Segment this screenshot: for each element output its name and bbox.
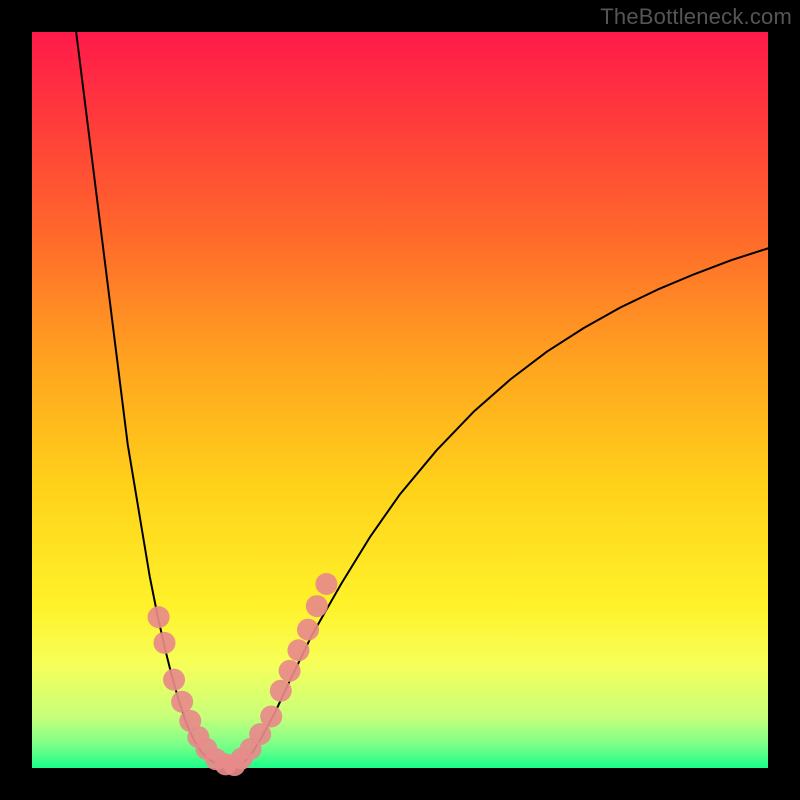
- marker-dot: [171, 691, 193, 713]
- marker-dot: [270, 680, 292, 702]
- marker-dot: [315, 573, 337, 595]
- curve-path: [76, 32, 231, 768]
- marker-dot: [163, 669, 185, 691]
- marker-dot: [297, 619, 319, 641]
- marker-dot: [148, 606, 170, 628]
- plot-area: [32, 32, 768, 768]
- watermark-text: TheBottleneck.com: [600, 4, 792, 30]
- marker-dot: [306, 595, 328, 617]
- marker-dot: [279, 660, 301, 682]
- marker-dot: [153, 632, 175, 654]
- markers-group: [148, 573, 338, 776]
- curve-path: [231, 248, 768, 767]
- chart-svg: [32, 32, 768, 768]
- marker-dot: [260, 705, 282, 727]
- marker-dot: [287, 639, 309, 661]
